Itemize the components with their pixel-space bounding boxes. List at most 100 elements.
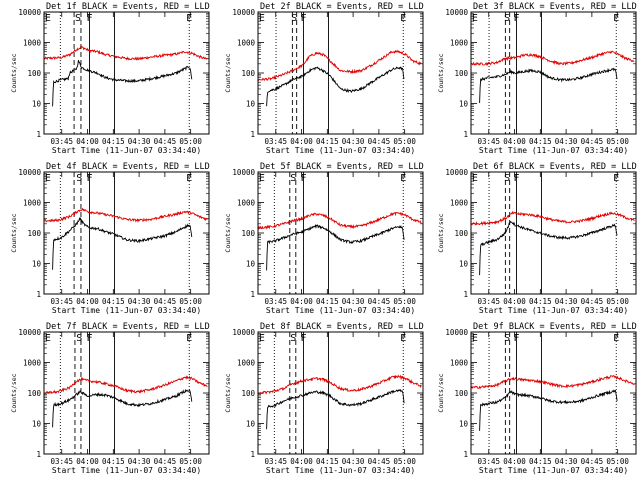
event-marker-label: F bbox=[514, 173, 520, 184]
x-tick-label: 04:45 bbox=[154, 137, 177, 146]
x-tick-label: 04:30 bbox=[555, 137, 578, 146]
y-axis-label: Counts/sec bbox=[437, 213, 445, 252]
y-axis-label: Counts/sec bbox=[224, 53, 232, 92]
y-tick-label: 100 bbox=[454, 389, 468, 398]
x-tick-label: 05:00 bbox=[393, 297, 416, 306]
y-tick-label: 1 bbox=[463, 130, 468, 139]
y-axis-label: Counts/sec bbox=[437, 373, 445, 412]
x-tick-label: 04:00 bbox=[290, 297, 313, 306]
panel-title: Det 6f BLACK = Events, RED = LLD bbox=[473, 162, 637, 172]
x-tick-label: 04:15 bbox=[102, 457, 125, 466]
y-tick-label: 10000 bbox=[445, 328, 468, 337]
event-marker-label: S bbox=[290, 173, 296, 184]
events-series-line bbox=[52, 388, 193, 428]
events-series-line bbox=[479, 67, 618, 104]
y-axis-label: Counts/sec bbox=[224, 373, 232, 412]
y-tick-label: 100 bbox=[454, 69, 468, 78]
event-marker-label: F bbox=[87, 13, 93, 24]
x-tick-label: 04:00 bbox=[290, 457, 313, 466]
y-axis-label: Counts/sec bbox=[224, 213, 232, 252]
series-group bbox=[44, 375, 208, 428]
event-marker-label: E bbox=[613, 173, 619, 184]
y-tick-label: 1000 bbox=[450, 39, 469, 48]
event-marker-label: S bbox=[76, 173, 82, 184]
x-axis-label: Start Time (11-Jun-07 03:34:40) bbox=[266, 306, 415, 315]
plot-frame bbox=[43, 331, 210, 455]
lld-series-line bbox=[471, 50, 635, 67]
y-tick-label: 1 bbox=[36, 130, 41, 139]
x-tick-label: 04:45 bbox=[368, 137, 391, 146]
x-tick-label: 04:45 bbox=[154, 297, 177, 306]
x-tick-label: 05:00 bbox=[179, 457, 202, 466]
x-tick-label: 03:45 bbox=[50, 297, 73, 306]
event-marker-label: F bbox=[514, 333, 520, 344]
event-marker-label: E bbox=[186, 13, 192, 24]
plot-frame bbox=[257, 171, 424, 295]
x-tick-label: 04:15 bbox=[529, 137, 552, 146]
x-axis-label: Start Time (11-Jun-07 03:34:40) bbox=[479, 146, 628, 155]
lld-series-line bbox=[471, 374, 635, 390]
event-marker-label: E bbox=[259, 13, 265, 24]
y-tick-label: 1 bbox=[463, 290, 468, 299]
event-marker-label: S bbox=[504, 333, 510, 344]
plot-frame bbox=[43, 11, 210, 135]
y-tick-label: 10000 bbox=[18, 8, 41, 17]
event-marker-label: S bbox=[504, 173, 510, 184]
x-tick-label: 04:15 bbox=[529, 457, 552, 466]
y-tick-label: 10000 bbox=[18, 328, 41, 337]
x-tick-label: 05:00 bbox=[179, 137, 202, 146]
detector-panel: Det 5f BLACK = Events, RED = LLD 1 10 100 10… bbox=[224, 162, 424, 315]
detector-panel: Det 4f BLACK = Events, RED = LLD 1 10 100 10… bbox=[10, 162, 210, 315]
x-tick-label: 04:15 bbox=[529, 297, 552, 306]
x-tick-label: 03:45 bbox=[264, 457, 287, 466]
x-tick-label: 04:30 bbox=[128, 297, 151, 306]
plot-frame bbox=[470, 171, 637, 295]
series-group bbox=[471, 210, 635, 276]
x-axis-label: Start Time (11-Jun-07 03:34:40) bbox=[479, 466, 628, 475]
x-axis-label: Start Time (11-Jun-07 03:34:40) bbox=[52, 306, 201, 315]
x-tick-label: 05:00 bbox=[393, 457, 416, 466]
event-marker-label: E bbox=[400, 13, 406, 24]
x-tick-label: 04:15 bbox=[316, 137, 339, 146]
events-series-line bbox=[266, 388, 405, 430]
y-tick-label: 10000 bbox=[18, 168, 41, 177]
y-tick-label: 100 bbox=[241, 389, 255, 398]
series-group bbox=[258, 374, 422, 430]
series-group bbox=[471, 374, 635, 431]
y-tick-label: 100 bbox=[454, 229, 468, 238]
events-series-line bbox=[266, 223, 405, 271]
y-tick-label: 1 bbox=[36, 290, 41, 299]
event-marker-label: E bbox=[45, 173, 51, 184]
x-tick-label: 03:45 bbox=[477, 457, 500, 466]
lld-series-line bbox=[44, 45, 208, 61]
x-tick-label: 03:45 bbox=[477, 297, 500, 306]
lld-series-line bbox=[44, 207, 208, 223]
plot-frame bbox=[470, 11, 637, 135]
y-tick-label: 100 bbox=[27, 229, 41, 238]
x-tick-label: 04:00 bbox=[503, 297, 526, 306]
detector-panel: Det 7f BLACK = Events, RED = LLD 1 10 100 10… bbox=[10, 322, 210, 475]
y-tick-label: 100 bbox=[241, 229, 255, 238]
x-tick-label: 04:00 bbox=[503, 137, 526, 146]
event-marker-label: E bbox=[45, 333, 51, 344]
series-group bbox=[471, 50, 635, 104]
x-axis-label: Start Time (11-Jun-07 03:34:40) bbox=[52, 466, 201, 475]
y-tick-label: 10000 bbox=[232, 168, 255, 177]
plot-frame bbox=[257, 331, 424, 455]
plot-frame bbox=[257, 11, 424, 135]
x-tick-label: 03:45 bbox=[477, 137, 500, 146]
event-marker-label: E bbox=[613, 13, 619, 24]
x-tick-label: 04:00 bbox=[76, 137, 99, 146]
y-tick-label: 1000 bbox=[450, 359, 469, 368]
series-group bbox=[258, 49, 422, 107]
y-tick-label: 10000 bbox=[445, 168, 468, 177]
y-tick-label: 10 bbox=[32, 100, 42, 109]
event-marker-label: F bbox=[87, 333, 93, 344]
y-tick-label: 1000 bbox=[23, 39, 42, 48]
event-marker-label: E bbox=[45, 13, 51, 24]
y-tick-label: 1 bbox=[36, 450, 41, 459]
event-marker-label: S bbox=[75, 13, 81, 24]
series-group bbox=[44, 45, 208, 107]
x-tick-label: 04:30 bbox=[342, 137, 365, 146]
x-tick-label: 05:00 bbox=[606, 457, 629, 466]
